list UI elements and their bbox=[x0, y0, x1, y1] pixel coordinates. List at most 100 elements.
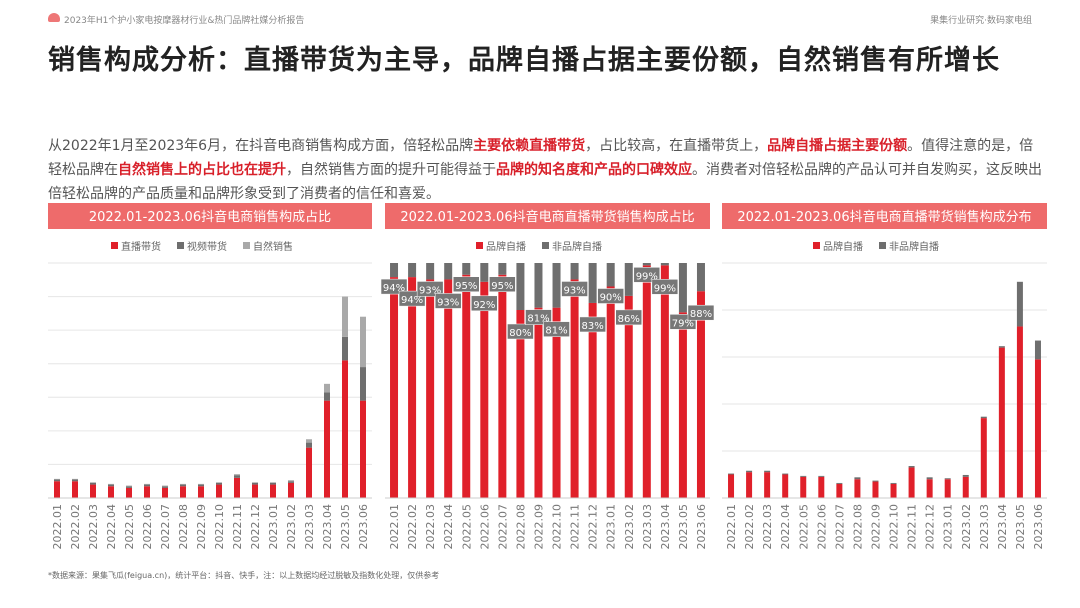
bar-segment bbox=[480, 281, 489, 498]
x-tick-label: 2022.06 bbox=[141, 504, 154, 550]
bar-segment bbox=[642, 265, 651, 498]
x-tick-label: 2022.04 bbox=[779, 504, 792, 550]
bar-segment bbox=[216, 484, 222, 498]
data-label: 94% bbox=[401, 295, 423, 306]
x-tick-label: 2023.06 bbox=[695, 504, 708, 550]
bar-segment bbox=[944, 479, 951, 498]
bar-segment bbox=[998, 346, 1005, 348]
bar-segment bbox=[1034, 359, 1041, 498]
bar-segment bbox=[54, 478, 60, 480]
bar-segment bbox=[678, 312, 687, 498]
legend-swatch bbox=[177, 242, 184, 249]
legend-swatch bbox=[243, 242, 250, 249]
bar-segment bbox=[606, 263, 615, 287]
legend-label: 品牌自播 bbox=[486, 240, 526, 253]
x-tick-label: 2023.03 bbox=[641, 504, 654, 550]
legend-swatch bbox=[542, 242, 549, 249]
x-tick-label: 2023.01 bbox=[605, 504, 618, 550]
data-label: 93% bbox=[563, 285, 585, 296]
data-label: 93% bbox=[419, 285, 441, 296]
bar-segment bbox=[728, 473, 735, 475]
bar-segment bbox=[800, 476, 807, 498]
bar-segment bbox=[90, 484, 96, 498]
bar-segment bbox=[534, 263, 543, 308]
bar-segment bbox=[90, 482, 96, 483]
bar-segment bbox=[1016, 281, 1023, 327]
data-label-box bbox=[597, 288, 624, 304]
data-label-box bbox=[489, 276, 516, 292]
data-label: 92% bbox=[473, 300, 495, 311]
data-label-box bbox=[507, 323, 534, 340]
bar-segment bbox=[908, 466, 915, 468]
x-tick-label: 2022.09 bbox=[869, 504, 882, 550]
legend-swatch bbox=[813, 242, 820, 249]
bar-segment bbox=[360, 400, 366, 498]
bar-segment bbox=[342, 296, 348, 337]
bar-segment bbox=[390, 277, 399, 498]
data-label: 80% bbox=[509, 328, 531, 339]
bar-segment bbox=[126, 485, 132, 487]
data-label-box bbox=[687, 304, 715, 321]
bar-segment bbox=[764, 472, 771, 498]
text: 从2022年1月至2023年6月，在抖音电商销售构成方面，倍轻松品牌 bbox=[48, 138, 474, 154]
data-label: 81% bbox=[527, 314, 549, 325]
data-label-box bbox=[651, 279, 679, 295]
data-label: 86% bbox=[618, 314, 640, 325]
data-label-box bbox=[633, 267, 661, 283]
bar-segment bbox=[426, 263, 435, 280]
data-label-box bbox=[453, 276, 480, 292]
bar-segment bbox=[360, 367, 366, 401]
x-tick-label: 2023.06 bbox=[1032, 504, 1045, 550]
slide-title: 销售构成分析：直播带货为主导，品牌自播占据主要份额，自然销售有所增长 bbox=[48, 45, 1000, 76]
text: 。消费者对倍轻松品牌的产品认可并自发购买，这反映出倍轻松品牌的产品质量和品牌形象… bbox=[48, 162, 1042, 202]
data-label: 99% bbox=[654, 283, 676, 294]
x-tick-label: 2022.04 bbox=[105, 504, 118, 550]
bar-segment bbox=[624, 295, 633, 498]
bar-segment bbox=[54, 481, 60, 498]
bar-segment bbox=[588, 302, 597, 498]
x-tick-label: 2022.05 bbox=[797, 504, 810, 550]
x-tick-label: 2023.05 bbox=[677, 504, 690, 550]
x-tick-label: 2022.06 bbox=[478, 504, 491, 550]
data-label: 99% bbox=[636, 271, 658, 282]
bar-segment bbox=[270, 482, 276, 483]
bar-segment bbox=[180, 483, 186, 485]
bar-segment bbox=[252, 482, 258, 485]
bar-segment bbox=[926, 477, 933, 480]
bar-segment bbox=[926, 479, 933, 498]
bar-segment bbox=[782, 473, 789, 475]
data-label-box bbox=[561, 281, 588, 297]
bar-segment bbox=[782, 474, 789, 498]
bar-segment bbox=[498, 274, 507, 498]
bar-segment bbox=[872, 480, 879, 482]
x-tick-label: 2022.02 bbox=[743, 504, 756, 550]
bar-segment bbox=[696, 291, 705, 498]
bar-segment bbox=[800, 475, 807, 477]
highlight-text: 主要依赖直播带货 bbox=[473, 138, 586, 154]
bar-segment bbox=[72, 479, 78, 482]
x-tick-label: 2022.01 bbox=[725, 504, 738, 550]
bar-segment bbox=[324, 392, 330, 401]
x-tick-label: 2022.08 bbox=[514, 504, 527, 550]
bar-segment bbox=[444, 263, 453, 280]
data-label-box bbox=[525, 309, 552, 325]
x-tick-label: 2022.04 bbox=[442, 504, 455, 550]
bar-segment bbox=[588, 263, 597, 303]
footnote: *数据来源：果集飞瓜(feigua.cn)，统计平台：抖音、快手，注：以上数据均… bbox=[48, 571, 440, 580]
bar-segment bbox=[144, 486, 150, 498]
legend-label: 非品牌自播 bbox=[552, 240, 602, 253]
x-tick-label: 2022.08 bbox=[177, 504, 190, 550]
text: ，自然销售方面的提升可能得益于 bbox=[286, 162, 496, 178]
data-label: 88% bbox=[690, 309, 712, 320]
data-label-box bbox=[416, 281, 444, 297]
bar-segment bbox=[198, 486, 204, 498]
bar-segment bbox=[728, 474, 735, 498]
data-label-box bbox=[471, 295, 498, 312]
bar-segment bbox=[462, 263, 471, 275]
bar-segment bbox=[962, 474, 969, 477]
x-tick-label: 2022.11 bbox=[231, 504, 244, 550]
bar-segment bbox=[552, 263, 561, 308]
data-label: 79% bbox=[672, 318, 694, 329]
bar-segment bbox=[818, 476, 825, 498]
